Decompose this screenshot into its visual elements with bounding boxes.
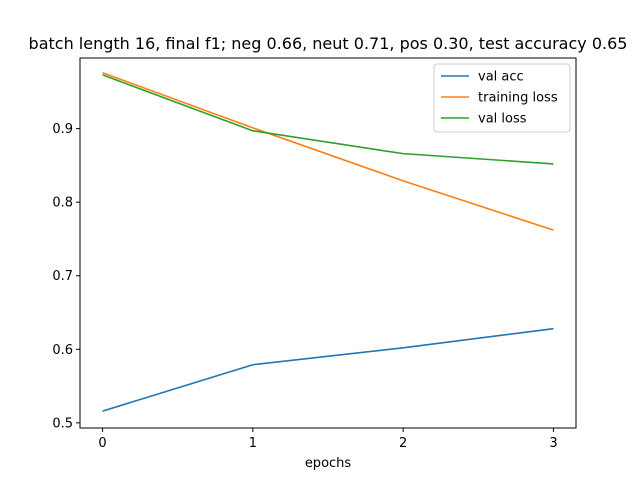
- y-tick-label: 0.8: [52, 196, 73, 211]
- y-axis-ticks: 0.5 0.6 0.7 0.8 0.9: [52, 122, 80, 431]
- series-line-2: [102, 74, 554, 165]
- x-tick-label: 3: [549, 436, 557, 451]
- plot-frame: [79, 57, 577, 429]
- plot-lines: [102, 71, 554, 412]
- chart-title: batch length 16, final f1; neg 0.66, neu…: [29, 34, 628, 53]
- series-line-1: [102, 71, 554, 231]
- x-tick-label: 0: [98, 436, 106, 451]
- x-tick-label: 1: [249, 436, 257, 451]
- y-tick-label: 0.6: [52, 343, 73, 358]
- x-tick-label: 2: [399, 436, 407, 451]
- legend: val acc training loss val loss: [433, 63, 571, 133]
- y-tick-label: 0.5: [52, 416, 73, 431]
- legend-label-2: val loss: [478, 112, 527, 127]
- y-tick-label: 0.7: [52, 269, 73, 284]
- legend-label-1: training loss: [478, 91, 558, 106]
- y-tick-label: 0.9: [52, 122, 73, 137]
- series-line-0: [102, 327, 554, 412]
- legend-box: [433, 63, 571, 133]
- legend-label-0: val acc: [478, 70, 524, 85]
- x-axis-label: epochs: [305, 456, 352, 471]
- x-axis-ticks: 0 1 2 3: [98, 428, 558, 451]
